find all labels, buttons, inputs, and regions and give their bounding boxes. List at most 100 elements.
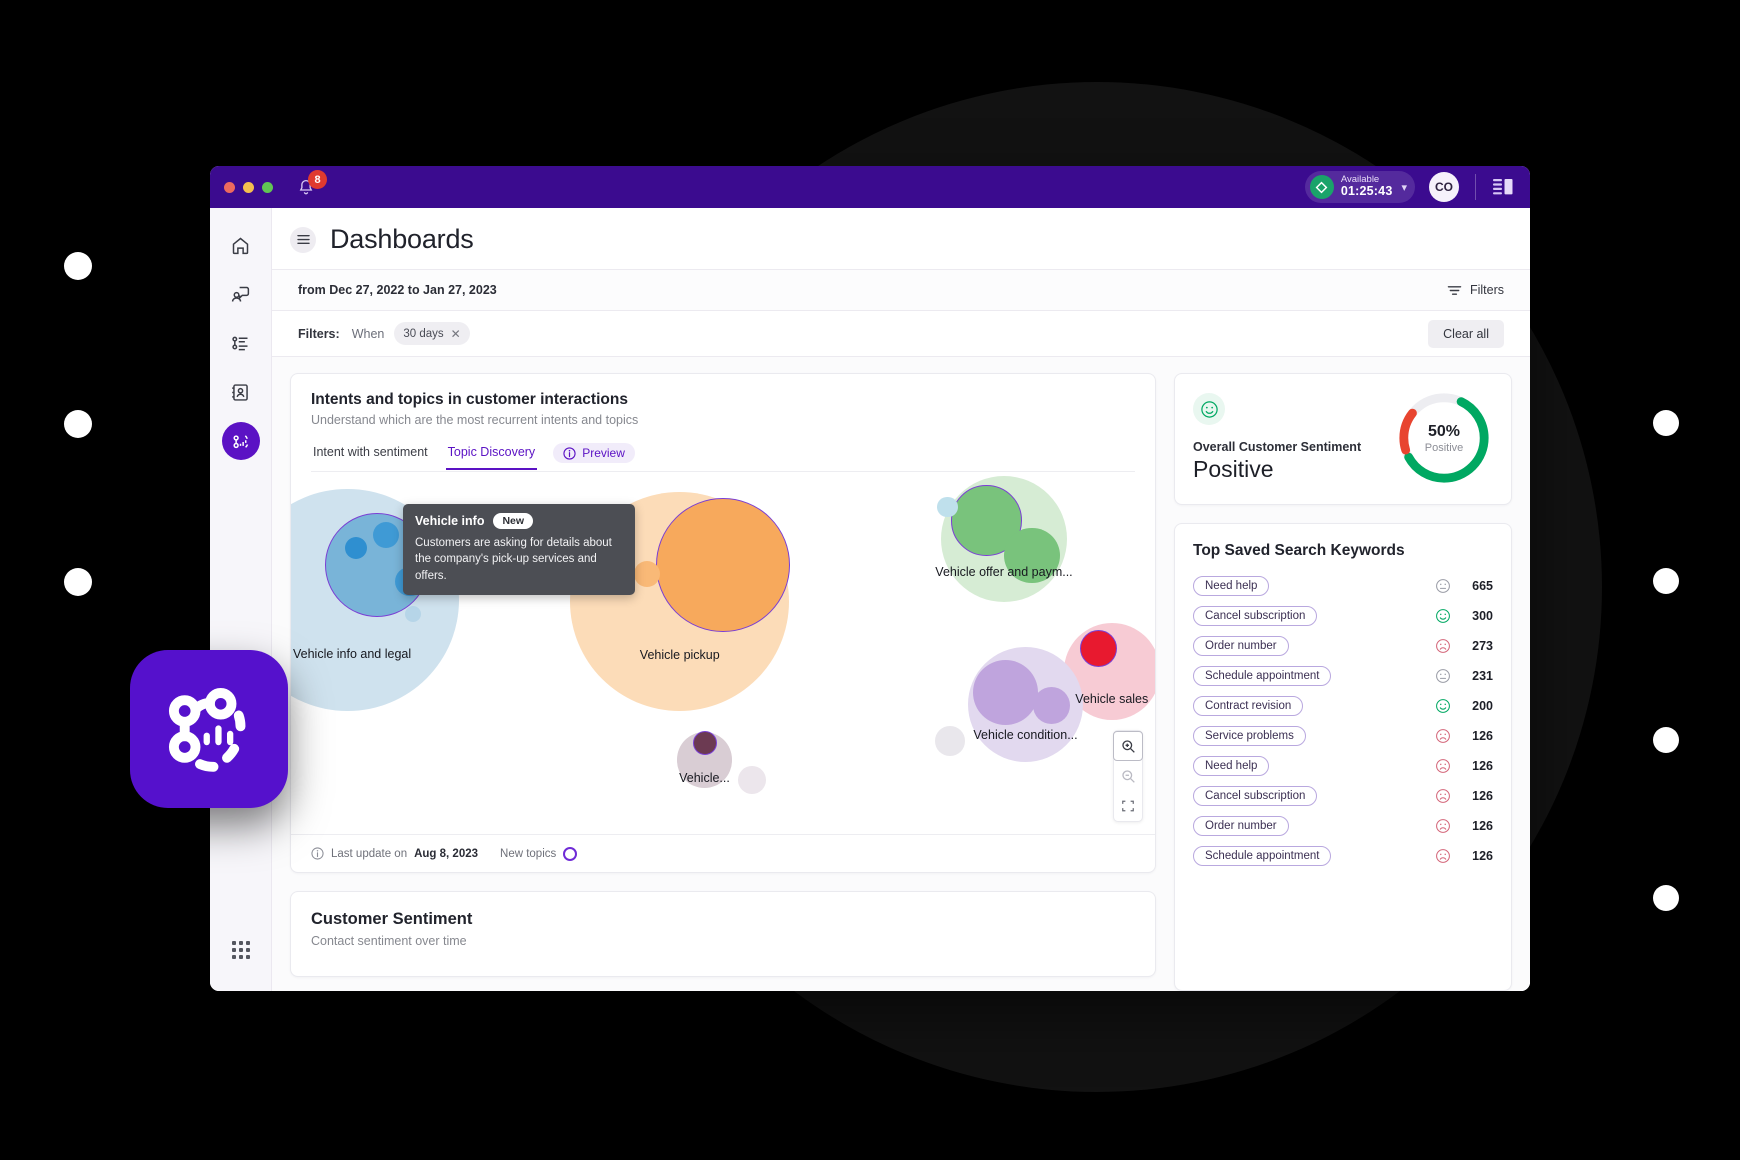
sidebar-item-home[interactable] xyxy=(222,226,260,264)
keyword-count: 126 xyxy=(1472,819,1493,833)
keyword-row[interactable]: Cancel subscription 126 xyxy=(1193,783,1493,809)
bubble[interactable] xyxy=(404,605,422,623)
keyword-chip[interactable]: Schedule appointment xyxy=(1193,666,1332,686)
keyword-chip[interactable]: Order number xyxy=(1193,816,1289,836)
sidebar-item-contacts[interactable] xyxy=(222,373,260,411)
keyword-row[interactable]: Order number 126 xyxy=(1193,813,1493,839)
sidebar-item-apps[interactable] xyxy=(222,931,260,969)
chat-person-icon xyxy=(231,286,250,302)
keyword-chip[interactable]: Schedule appointment xyxy=(1193,846,1332,866)
preview-badge[interactable]: Preview xyxy=(553,443,635,463)
analytics-bubble-icon xyxy=(233,434,249,448)
topic-card-header: Intents and topics in customer interacti… xyxy=(291,374,1155,472)
tab-intent-with-sentiment[interactable]: Intent with sentiment xyxy=(313,444,428,459)
bubble[interactable] xyxy=(738,766,767,795)
availability-status-button[interactable]: Available 01:25:43 ▾ xyxy=(1304,171,1415,203)
sentiment-face-icon xyxy=(1435,608,1451,624)
bubble[interactable] xyxy=(692,730,717,756)
keyword-metrics: 200 xyxy=(1435,698,1493,714)
new-topic-ring-icon xyxy=(563,846,578,861)
contact-card-icon xyxy=(232,383,248,401)
bubble[interactable] xyxy=(973,660,1039,726)
overall-sentiment-card: Overall Customer Sentiment Positive xyxy=(1174,373,1512,505)
last-update-date: Aug 8, 2023 xyxy=(414,847,479,860)
keyword-row[interactable]: Order number 273 xyxy=(1193,633,1493,659)
bubble[interactable] xyxy=(656,497,790,632)
close-window-button[interactable] xyxy=(224,181,235,193)
preview-badge-label: Preview xyxy=(582,446,625,460)
notifications-badge: 8 xyxy=(308,170,327,189)
sidebar-item-conversations[interactable] xyxy=(222,275,260,313)
diamond-icon xyxy=(1315,181,1328,193)
keyword-chip[interactable]: Cancel subscription xyxy=(1193,786,1318,806)
list-settings-icon xyxy=(232,336,248,350)
keyword-row[interactable]: Schedule appointment 231 xyxy=(1193,663,1493,689)
bubble[interactable] xyxy=(934,726,965,757)
keyword-count: 126 xyxy=(1472,849,1493,863)
keyword-row[interactable]: Cancel subscription 300 xyxy=(1193,603,1493,629)
keyword-chip[interactable]: Need help xyxy=(1193,576,1270,596)
notifications-button[interactable]: 8 xyxy=(297,170,327,196)
fit-screen-button[interactable] xyxy=(1113,791,1143,821)
keyword-row[interactable]: Need help 665 xyxy=(1193,573,1493,599)
donut-svg xyxy=(1399,393,1489,483)
avatar[interactable]: CO xyxy=(1429,172,1459,202)
keyword-chip[interactable]: Need help xyxy=(1193,756,1270,776)
keyword-row[interactable]: Contract revision 200 xyxy=(1193,693,1493,719)
tooltip-title: Vehicle info xyxy=(415,514,485,528)
app-window: 8 Available 01:25:43 ▾ CO xyxy=(210,166,1530,991)
customer-sentiment-card: Customer Sentiment Contact sentiment ove… xyxy=(290,891,1156,977)
bubble[interactable] xyxy=(937,497,958,518)
menu-toggle-button[interactable] xyxy=(290,226,316,253)
keyword-row[interactable]: Schedule appointment 126 xyxy=(1193,843,1493,869)
bubble[interactable] xyxy=(1032,687,1070,725)
sentiment-face-icon xyxy=(1435,668,1451,684)
keyword-metrics: 665 xyxy=(1435,578,1493,594)
bubble[interactable] xyxy=(344,536,367,560)
page-header: Dashboards xyxy=(272,208,1530,269)
sidebar-item-queues[interactable] xyxy=(222,324,260,362)
bubble[interactable] xyxy=(1080,629,1118,667)
keyword-metrics: 300 xyxy=(1435,608,1493,624)
tab-topic-discovery[interactable]: Topic Discovery xyxy=(445,445,538,470)
topic-bubble-chart[interactable]: Vehicle info New Customers are asking fo… xyxy=(291,472,1155,834)
genesys-app-icon xyxy=(130,650,288,808)
sentiment-donut-chart: 50% Positive xyxy=(1395,389,1493,487)
tooltip-new-badge: New xyxy=(493,513,534,529)
main-content: Dashboards from Dec 27, 2022 to Jan 27, … xyxy=(272,208,1530,991)
keyword-row[interactable]: Need help 126 xyxy=(1193,753,1493,779)
bubble[interactable] xyxy=(634,561,661,588)
chart-zoom-controls xyxy=(1113,730,1143,822)
clear-all-button[interactable]: Clear all xyxy=(1428,319,1504,348)
keyword-row[interactable]: Service problems 126 xyxy=(1193,723,1493,749)
keyword-metrics: 126 xyxy=(1435,848,1493,864)
top-saved-search-keywords-card: Top Saved Search Keywords Need help 665 Ca… xyxy=(1174,523,1512,991)
maximize-window-button[interactable] xyxy=(262,181,273,193)
titlebar-divider xyxy=(1475,174,1476,200)
zoom-in-button[interactable] xyxy=(1113,731,1143,761)
minimize-window-button[interactable] xyxy=(243,181,254,193)
bubble[interactable] xyxy=(1004,527,1060,584)
bubble[interactable] xyxy=(373,522,400,549)
titlebar-right: Available 01:25:43 ▾ CO xyxy=(1304,171,1514,203)
keyword-chip[interactable]: Service problems xyxy=(1193,726,1306,746)
window-controls[interactable] xyxy=(224,181,273,193)
filter-chip-30-days[interactable]: 30 days ✕ xyxy=(394,322,470,345)
filter-dimension-label: When xyxy=(351,326,385,341)
topic-card-subtitle: Understand which are the most recurrent … xyxy=(311,413,639,427)
zoom-out-button[interactable] xyxy=(1113,761,1143,791)
keyword-chip[interactable]: Order number xyxy=(1193,636,1289,656)
info-icon xyxy=(563,446,576,460)
new-topics-legend: New topics xyxy=(500,846,578,861)
customer-sentiment-subtitle: Contact sentiment over time xyxy=(311,934,467,948)
donut-center-label: 50% Positive xyxy=(1395,389,1493,487)
keyword-chip[interactable]: Contract revision xyxy=(1193,696,1304,716)
info-icon xyxy=(311,847,324,860)
close-icon[interactable]: ✕ xyxy=(450,326,461,341)
keyword-chip[interactable]: Cancel subscription xyxy=(1193,606,1318,626)
filters-button[interactable]: Filters xyxy=(1447,283,1504,297)
sidebar-item-analytics[interactable] xyxy=(221,422,260,460)
side-panel-toggle-button[interactable] xyxy=(1492,177,1514,197)
availability-text: Available 01:25:43 xyxy=(1341,175,1393,198)
